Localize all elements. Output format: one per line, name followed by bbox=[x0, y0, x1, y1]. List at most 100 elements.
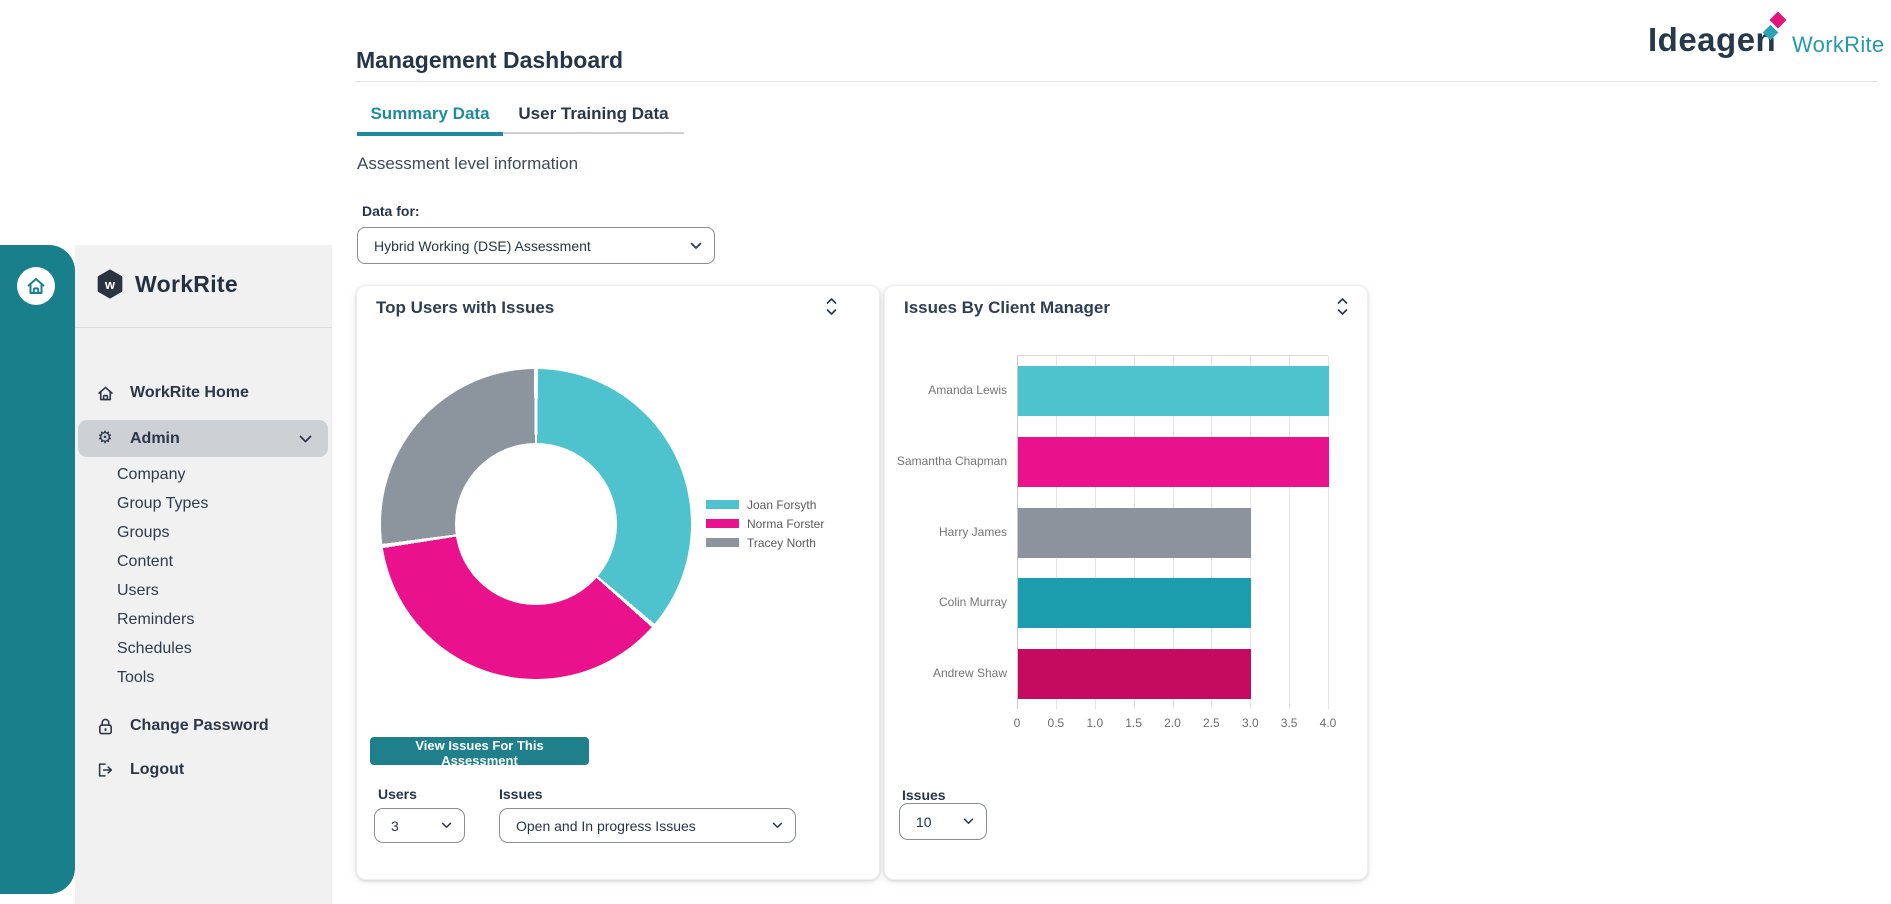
chevron-down-icon bbox=[441, 822, 452, 829]
x-tick-label: 1.5 bbox=[1125, 716, 1142, 730]
sidebar-item-label: Change Password bbox=[130, 717, 269, 734]
sidebar-item-tools[interactable]: Tools bbox=[117, 669, 155, 686]
chevron-down-icon bbox=[690, 242, 702, 250]
legend-swatch bbox=[706, 519, 739, 528]
card-title: Top Users with Issues bbox=[376, 298, 555, 317]
sidebar-item-label: Logout bbox=[130, 761, 185, 778]
gridline bbox=[1289, 356, 1291, 709]
logout-icon bbox=[95, 760, 115, 780]
bar-category-label: Harry James bbox=[938, 524, 1007, 539]
assessment-select-value: Hybrid Working (DSE) Assessment bbox=[374, 237, 591, 254]
x-tick-label: 1.0 bbox=[1086, 716, 1104, 730]
sidebar-item-workrite-home[interactable]: WorkRite Home bbox=[95, 377, 249, 409]
issues-filter-value: Open and In progress Issues bbox=[516, 817, 696, 834]
sidebar-item-content[interactable]: Content bbox=[117, 553, 174, 570]
top-users-card: Top Users with Issues Joan Forsyth Norma … bbox=[356, 285, 880, 880]
sidebar-item-label: WorkRite Home bbox=[130, 384, 249, 401]
issues-by-manager-card: Issues By Client Manager Amanda Lewis Sam… bbox=[884, 285, 1368, 880]
home-icon bbox=[25, 275, 47, 297]
sidebar: w WorkRite WorkRite Home ⚙ Admin bbox=[75, 245, 332, 904]
chevron-down-icon bbox=[772, 822, 783, 829]
users-label: Users bbox=[378, 786, 417, 802]
sort-icon[interactable] bbox=[825, 297, 838, 321]
sidebar-logo-text: WorkRite bbox=[135, 270, 238, 297]
bar-chart: Amanda Lewis Samantha Chapman Harry James C… bbox=[885, 355, 1367, 735]
sidebar-item-groups[interactable]: Groups bbox=[117, 524, 170, 541]
issues-count-label: Issues bbox=[902, 787, 946, 803]
workrite-logo-icon: w bbox=[97, 269, 123, 299]
bar-samantha-chapman bbox=[1018, 436, 1329, 487]
sort-icon[interactable] bbox=[1336, 297, 1349, 321]
page-title: Management Dashboard bbox=[356, 47, 624, 73]
sidebar-item-schedules[interactable]: Schedules bbox=[117, 640, 192, 657]
assessment-select[interactable]: Hybrid Working (DSE) Assessment bbox=[357, 227, 715, 264]
gridline bbox=[1017, 356, 1018, 709]
legend-label: Norma Forster bbox=[747, 516, 825, 531]
sidebar-item-label: Admin bbox=[130, 429, 180, 447]
tab-label: User Training Data bbox=[518, 104, 669, 123]
ideagen-logo: Ideagen WorkRite bbox=[1648, 11, 1884, 60]
sidebar-item-users[interactable]: Users bbox=[117, 582, 159, 599]
bar-amanda-lewis bbox=[1018, 366, 1329, 417]
legend-item: Norma Forster bbox=[706, 514, 824, 533]
sidebar-item-group-types[interactable]: Group Types bbox=[117, 495, 209, 512]
issues-filter-select[interactable]: Open and In progress Issues bbox=[499, 808, 796, 843]
legend-swatch bbox=[706, 500, 739, 509]
bar-category-label: Andrew Shaw bbox=[932, 665, 1007, 680]
issues-count-select[interactable]: 10 bbox=[899, 803, 987, 840]
sidebar-item-logout[interactable]: Logout bbox=[95, 754, 184, 786]
users-select-value: 3 bbox=[391, 817, 399, 834]
x-tick-label: 3.5 bbox=[1280, 716, 1298, 730]
card-title: Issues By Client Manager bbox=[904, 298, 1110, 317]
view-issues-button[interactable]: View Issues For This Assessment bbox=[370, 737, 589, 768]
chevron-down-icon bbox=[963, 818, 974, 825]
tab-user-training-data[interactable]: User Training Data bbox=[503, 104, 684, 134]
sidebar-item-reminders[interactable]: Reminders bbox=[117, 611, 195, 628]
sidebar-logo: w WorkRite bbox=[97, 269, 238, 299]
bar-category-label: Amanda Lewis bbox=[928, 383, 1007, 398]
x-tick-label: 0.5 bbox=[1047, 716, 1065, 730]
sidebar-rail bbox=[0, 245, 75, 894]
bar-harry-james bbox=[1018, 507, 1252, 558]
x-tick-label: 2.5 bbox=[1203, 716, 1220, 730]
chevron-down-icon bbox=[299, 435, 312, 443]
x-tick-label: 0 bbox=[1013, 716, 1021, 730]
gridline bbox=[1328, 356, 1329, 709]
sidebar-item-admin[interactable]: ⚙ Admin bbox=[78, 420, 328, 457]
section-subtitle: Assessment level information bbox=[357, 154, 579, 173]
legend-label: Tracey North bbox=[747, 535, 816, 550]
sidebar-item-change-password[interactable]: Change Password bbox=[95, 710, 269, 742]
x-tick-label: 4.0 bbox=[1319, 716, 1337, 730]
data-for-label: Data for: bbox=[362, 203, 420, 219]
x-tick-label: 2.0 bbox=[1164, 716, 1181, 730]
gear-icon: ⚙ bbox=[97, 428, 113, 448]
legend-label: Joan Forsyth bbox=[747, 497, 817, 512]
donut-hole bbox=[455, 443, 617, 605]
sidebar-subitems: Company Group Types Groups Content Users Remi… bbox=[75, 460, 332, 692]
header-divider bbox=[356, 81, 1878, 82]
svg-text:w: w bbox=[104, 277, 116, 292]
workrite-logo-text: WorkRite bbox=[1792, 32, 1885, 57]
users-select[interactable]: 3 bbox=[374, 808, 465, 843]
home-button[interactable] bbox=[17, 267, 55, 305]
sidebar-item-company[interactable]: Company bbox=[117, 466, 186, 483]
tab-label: Summary Data bbox=[370, 104, 490, 123]
chart-legend: Joan Forsyth Norma Forster Tracey North bbox=[706, 495, 824, 552]
lock-icon bbox=[95, 716, 115, 736]
barchart-plot bbox=[1017, 355, 1329, 709]
bar-andrew-shaw bbox=[1018, 648, 1252, 699]
legend-item: Joan Forsyth bbox=[706, 495, 824, 514]
bar-category-label: Samantha Chapman bbox=[896, 453, 1007, 468]
ideagen-logo-text: Ideagen bbox=[1648, 21, 1777, 58]
legend-swatch bbox=[706, 538, 739, 547]
home-icon bbox=[95, 383, 115, 403]
issues-label: Issues bbox=[499, 786, 543, 802]
legend-item: Tracey North bbox=[706, 533, 824, 552]
tab-summary-data[interactable]: Summary Data bbox=[357, 104, 503, 136]
bar-colin-murray bbox=[1018, 578, 1252, 629]
issues-count-value: 10 bbox=[916, 813, 932, 830]
sidebar-divider bbox=[75, 327, 332, 328]
bar-category-label: Colin Murray bbox=[938, 595, 1007, 610]
x-tick-label: 3.0 bbox=[1241, 716, 1259, 730]
